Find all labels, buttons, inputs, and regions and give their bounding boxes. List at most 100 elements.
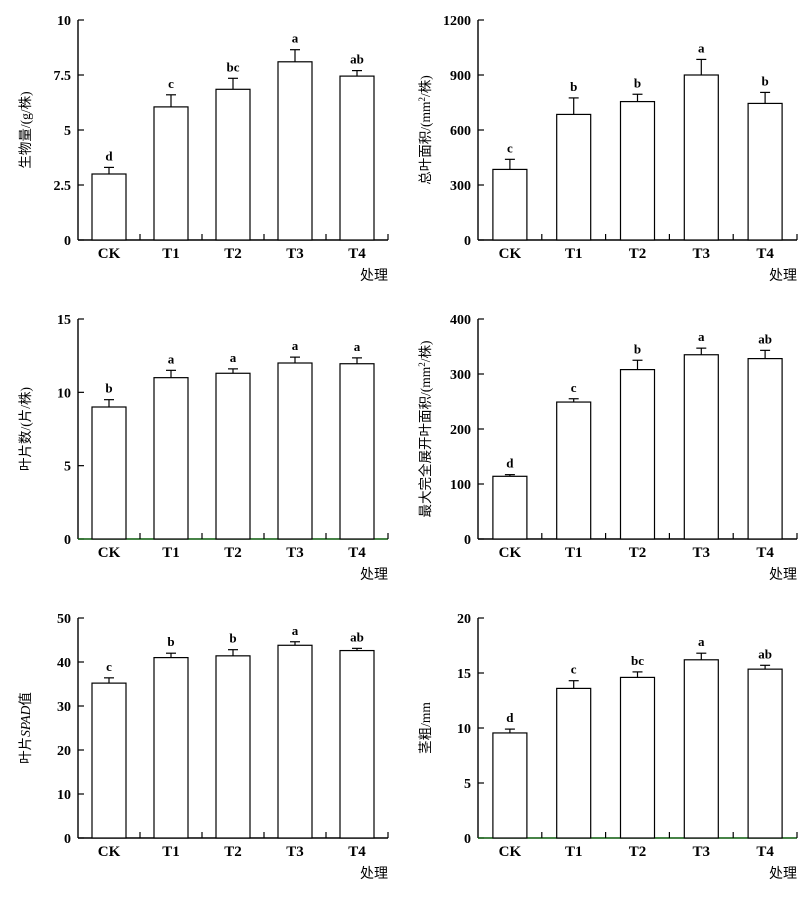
y-tick-label: 20	[57, 744, 71, 759]
x-category-label: T4	[756, 545, 774, 561]
x-category-label: T2	[224, 844, 242, 860]
y-tick-label: 5	[64, 124, 71, 139]
bar	[153, 377, 189, 540]
bar	[619, 676, 656, 839]
bar	[619, 368, 656, 540]
x-category-label: T4	[348, 844, 366, 860]
bar	[339, 75, 375, 241]
sig-letter: ab	[758, 646, 772, 661]
bar	[153, 656, 189, 839]
chart-max-expanded-leaf-area: 0 100 200 300 400 d CK c T1 b T2 a T3 ab T4 处理 最大完全展开叶面积…	[400, 299, 809, 598]
x-category-label: CK	[98, 246, 121, 262]
chart-leaf-spad-svg: 0 10 20 30 40 50 c CK b T1 b T2 a T3 ab T4 处理 叶片SPAD值	[18, 612, 389, 882]
x-category-label: T1	[162, 844, 180, 860]
x-category-label: T1	[162, 545, 180, 561]
sig-letter: b	[761, 73, 768, 88]
x-category-label: CK	[499, 246, 522, 262]
x-category-label: T3	[693, 246, 711, 262]
sig-letter: c	[571, 380, 577, 395]
x-category-label: CK	[499, 844, 522, 860]
sig-letter: b	[229, 631, 236, 646]
y-tick-label: 50	[57, 612, 71, 627]
y-axis-title: 叶片SPAD值	[18, 692, 33, 764]
x-category-label: T3	[286, 246, 304, 262]
sig-letter: b	[634, 341, 641, 356]
y-axis-title: 生物量/(g/株)	[18, 91, 33, 168]
x-axis-title: 处理	[360, 268, 388, 284]
y-axis-title: 总叶面积/(mm2/株)	[417, 75, 433, 185]
sig-letter: a	[230, 350, 237, 365]
x-axis-title: 处理	[769, 866, 797, 882]
y-tick-label: 0	[64, 832, 71, 847]
y-tick-label: 10	[57, 14, 71, 29]
y-tick-label: 10	[57, 788, 71, 803]
x-category-label: T1	[565, 246, 583, 262]
x-category-label: CK	[98, 844, 121, 860]
y-axis-title: 茎粗/mm	[418, 702, 433, 754]
bar	[683, 354, 719, 540]
sig-letter: ab	[350, 52, 364, 67]
bar	[277, 362, 313, 540]
x-category-label: T4	[756, 844, 774, 860]
x-category-label: T3	[693, 545, 711, 561]
sig-letter: c	[168, 76, 174, 91]
y-axis-title: 最大完全展开叶面积/(mm2/株)	[417, 341, 433, 518]
x-category-label: CK	[98, 545, 121, 561]
y-tick-label: 0	[464, 533, 471, 548]
bar	[215, 372, 251, 540]
bar	[339, 363, 375, 540]
chart-stem-diameter-svg: 0 5 10 15 20 d CK c T1 bc T2 a T3 ab T4 处理 茎粗/mm	[418, 612, 798, 882]
x-category-label: T4	[348, 545, 366, 561]
bar	[277, 644, 313, 839]
bar	[556, 113, 592, 241]
sig-letter: a	[354, 339, 361, 354]
y-tick-label: 200	[450, 423, 471, 438]
x-category-label: CK	[499, 545, 522, 561]
sig-letter: a	[698, 329, 705, 344]
x-category-label: T2	[224, 246, 242, 262]
y-tick-label: 300	[450, 368, 471, 383]
chart-leaf-spad: 0 10 20 30 40 50 c CK b T1 b T2 a T3 ab T4 处理 叶片SPAD值	[0, 598, 400, 897]
bar	[277, 61, 313, 241]
y-tick-label: 0	[464, 832, 471, 847]
y-tick-label: 0	[64, 533, 71, 548]
y-tick-label: 0	[464, 234, 471, 249]
bar	[339, 649, 375, 839]
bar	[556, 687, 592, 839]
y-axis-title: 叶片数/(片/株)	[18, 387, 33, 471]
x-axis-title: 处理	[769, 567, 797, 583]
y-tick-label: 2.5	[54, 179, 72, 194]
bar	[747, 668, 783, 839]
y-tick-label: 5	[64, 460, 71, 475]
y-tick-label: 30	[57, 700, 71, 715]
bar	[747, 357, 783, 540]
x-category-label: T1	[565, 844, 583, 860]
sig-letter: ab	[350, 629, 364, 644]
bar	[215, 655, 251, 839]
sig-letter: c	[106, 659, 112, 674]
sig-letter: d	[506, 710, 514, 725]
x-category-label: T3	[286, 545, 304, 561]
y-tick-label: 5	[464, 777, 471, 792]
y-tick-label: 7.5	[54, 69, 72, 84]
chart-total-leaf-area-svg: 0 300 600 900 1200 c CK b T1 b T2 a T3 b T4 处理 总叶面积/(mm2…	[417, 14, 798, 284]
chart-stem-diameter: 0 5 10 15 20 d CK c T1 bc T2 a T3 ab T4 处理 茎粗/mm	[400, 598, 809, 897]
chart-leaf-count-svg: 0 5 10 15 b CK a T1 a T2 a T3 a T4 处理 叶片数/(片/株)	[18, 313, 389, 583]
sig-letter: c	[571, 662, 577, 677]
sig-letter: a	[698, 634, 705, 649]
bar	[683, 74, 719, 241]
bar	[556, 401, 592, 540]
y-tick-label: 400	[450, 313, 471, 328]
sig-letter: b	[570, 79, 577, 94]
x-axis-title: 处理	[360, 866, 388, 882]
x-category-label: T4	[756, 246, 774, 262]
bar	[619, 100, 656, 241]
y-tick-label: 10	[57, 386, 71, 401]
x-category-label: T2	[629, 844, 647, 860]
sig-letter: b	[167, 634, 174, 649]
y-tick-label: 0	[64, 234, 71, 249]
bar	[91, 406, 127, 540]
sig-letter: a	[168, 351, 175, 366]
x-category-label: T2	[629, 246, 647, 262]
chart-leaf-count: 0 5 10 15 b CK a T1 a T2 a T3 a T4 处理 叶片数/(片/株)	[0, 299, 400, 598]
